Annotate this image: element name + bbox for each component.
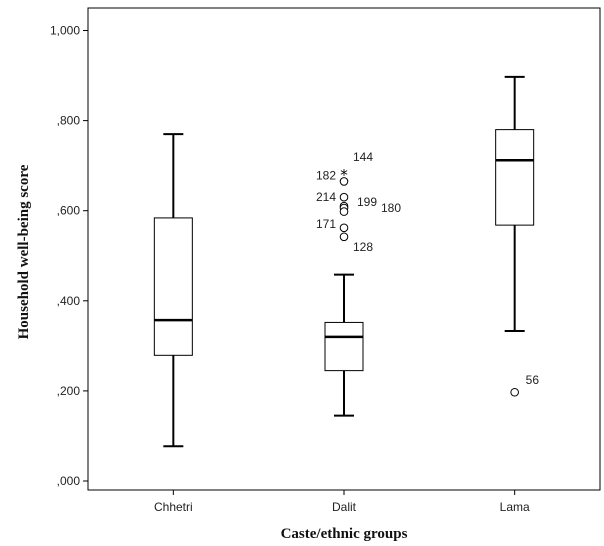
y-axis-title: Household well-being score bbox=[16, 164, 32, 339]
outlier-circle-marker bbox=[510, 387, 519, 397]
iqr-box bbox=[153, 217, 193, 356]
outlier-circle-marker bbox=[339, 207, 349, 216]
outlier-label: 199 bbox=[357, 195, 377, 209]
box-lama bbox=[495, 75, 535, 332]
box-chhetri bbox=[153, 133, 193, 448]
y-tick-label: ,400 bbox=[57, 294, 81, 308]
outlier-label: 56 bbox=[526, 373, 540, 387]
outlier-label: 128 bbox=[353, 240, 373, 254]
outlier-circle-marker bbox=[339, 177, 349, 186]
outlier-label: 182 bbox=[316, 168, 336, 182]
box-dalit bbox=[324, 273, 364, 417]
x-axis: Chhetri Dalit Lama bbox=[154, 490, 530, 514]
outlier-star-marker: * bbox=[340, 166, 348, 184]
iqr-box bbox=[495, 129, 535, 226]
outlier-label: 214 bbox=[316, 190, 336, 204]
x-axis-title: Caste/ethnic groups bbox=[281, 526, 408, 542]
outlier-label: 144 bbox=[353, 150, 373, 164]
boxes bbox=[153, 75, 535, 448]
outlier-circle-marker bbox=[339, 192, 349, 202]
y-axis: ,000 ,200 ,400 ,600 ,800 1,000 bbox=[50, 24, 88, 488]
x-tick-label: Lama bbox=[500, 500, 530, 514]
outlier-circle-marker bbox=[339, 223, 349, 233]
y-tick-label: ,000 bbox=[57, 474, 81, 488]
x-tick-label: Dalit bbox=[332, 500, 357, 514]
outliers: * 144 182 214 199 180 171 128 56 bbox=[316, 150, 540, 397]
iqr-box bbox=[324, 321, 364, 372]
x-tick-label: Chhetri bbox=[154, 500, 193, 514]
y-tick-label: ,200 bbox=[57, 384, 81, 398]
outlier-circle-marker bbox=[339, 232, 349, 242]
y-tick-label: ,800 bbox=[57, 114, 81, 128]
outlier-label: 171 bbox=[316, 217, 336, 231]
outlier-label: 180 bbox=[381, 201, 401, 215]
y-tick-label: 1,000 bbox=[50, 24, 80, 38]
y-tick-label: ,600 bbox=[57, 204, 81, 218]
